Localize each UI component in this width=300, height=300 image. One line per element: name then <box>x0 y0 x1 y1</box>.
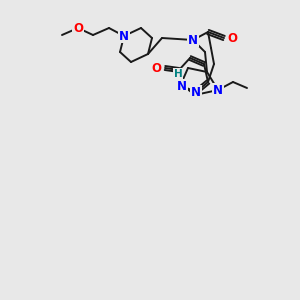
Text: H: H <box>174 69 182 79</box>
Text: N: N <box>188 34 198 46</box>
Text: N: N <box>213 83 223 97</box>
Text: N: N <box>119 29 129 43</box>
Text: O: O <box>73 22 83 34</box>
Text: O: O <box>151 61 161 74</box>
Text: N: N <box>177 80 187 92</box>
Text: N: N <box>191 85 201 98</box>
Text: O: O <box>227 32 237 44</box>
